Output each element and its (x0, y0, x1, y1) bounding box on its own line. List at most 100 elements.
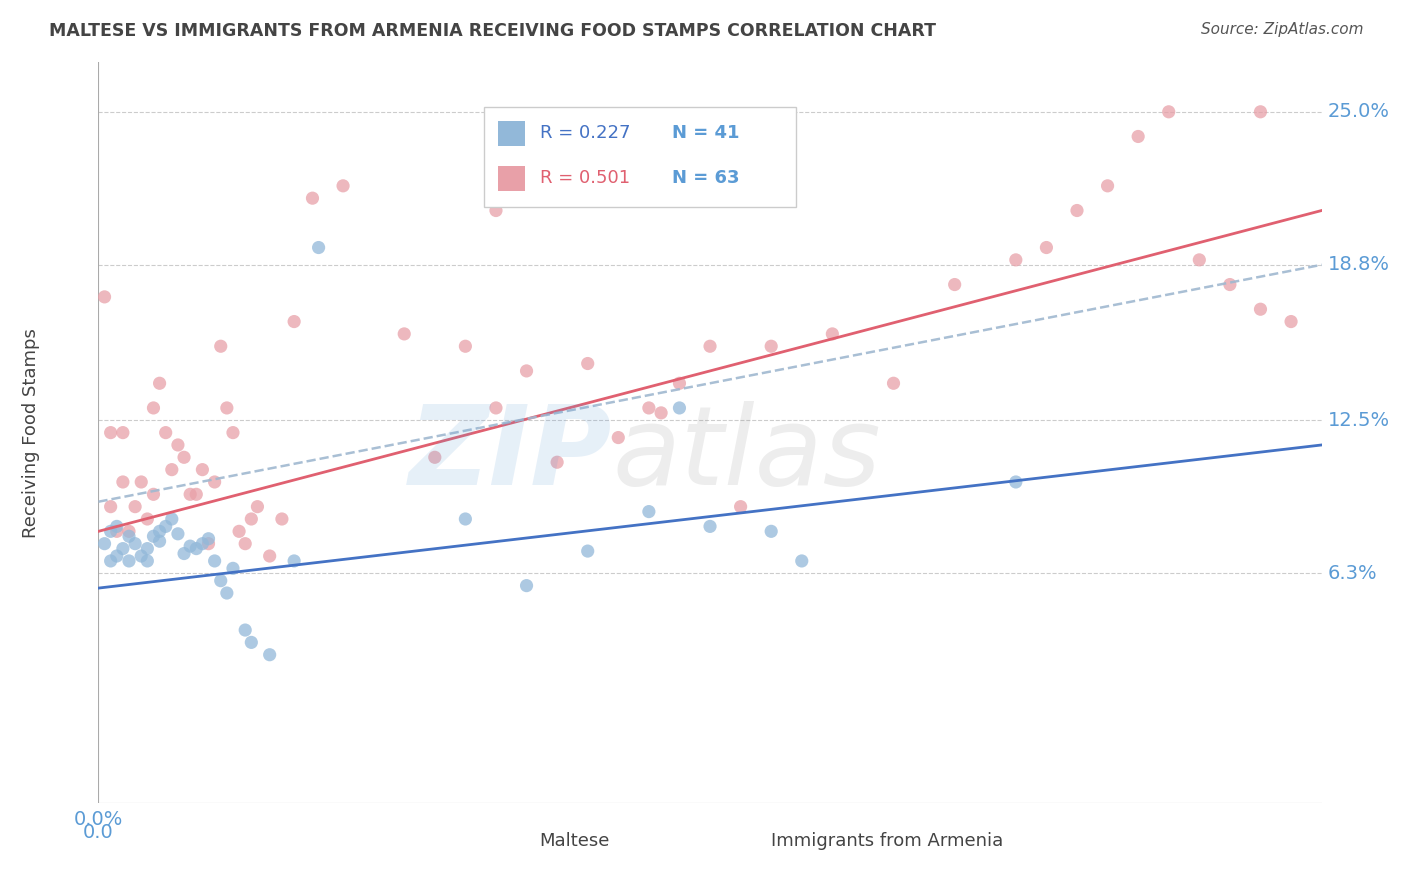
Point (1279, 315, 1302, 329)
Point (142, 487, 165, 501)
Point (179, 487, 201, 501)
Point (186, 487, 208, 501)
Point (637, 401, 661, 415)
Text: 6.3%: 6.3% (1327, 564, 1378, 582)
Point (1066, 203, 1088, 218)
Point (136, 554, 159, 568)
Point (332, 178, 354, 193)
Point (821, 326, 844, 341)
Point (191, 536, 214, 550)
Point (173, 547, 195, 561)
Point (100, 524, 122, 539)
Point (160, 512, 183, 526)
Text: atlas: atlas (612, 401, 880, 508)
Point (124, 536, 146, 550)
Point (209, 574, 232, 588)
Point (392, 326, 416, 341)
Point (259, 648, 281, 662)
Point (240, 512, 263, 526)
Point (167, 526, 190, 541)
Point (668, 376, 690, 391)
Point (179, 539, 201, 553)
Point (1128, 129, 1150, 144)
Point (197, 532, 219, 546)
Point (136, 541, 159, 556)
Text: 25.0%: 25.0% (1327, 103, 1389, 121)
Text: MALTESE VS IMMIGRANTS FROM ARMENIA RECEIVING FOOD STAMPS CORRELATION CHART: MALTESE VS IMMIGRANTS FROM ARMENIA RECEI… (49, 22, 936, 40)
Text: R = 0.227: R = 0.227 (540, 124, 630, 142)
Point (1157, 104, 1180, 119)
FancyBboxPatch shape (498, 121, 526, 145)
Point (454, 339, 477, 353)
Point (118, 529, 141, 543)
Point (105, 524, 128, 539)
Point (100, 554, 122, 568)
Point (215, 586, 238, 600)
Point (699, 339, 721, 353)
Point (111, 541, 134, 556)
FancyBboxPatch shape (484, 107, 796, 207)
Point (100, 425, 122, 440)
Point (576, 357, 599, 371)
Point (759, 524, 782, 539)
Point (93, 290, 115, 304)
Point (142, 529, 165, 543)
Text: 0.0%: 0.0% (73, 810, 124, 830)
Point (637, 505, 661, 519)
Point (111, 475, 134, 489)
Point (129, 475, 152, 489)
Point (100, 500, 122, 514)
Text: 12.5%: 12.5% (1327, 411, 1391, 430)
Point (1004, 475, 1026, 489)
Text: R = 0.501: R = 0.501 (540, 169, 630, 187)
Text: 0.0: 0.0 (83, 822, 114, 841)
Point (111, 425, 134, 440)
Text: Immigrants from Armenia: Immigrants from Armenia (772, 832, 1004, 850)
Point (149, 376, 172, 391)
Point (124, 500, 146, 514)
Point (215, 401, 238, 415)
Point (105, 519, 128, 533)
Point (1219, 277, 1241, 292)
Text: Maltese: Maltese (538, 832, 609, 850)
Point (136, 512, 159, 526)
Point (149, 524, 172, 539)
Point (142, 401, 165, 415)
Point (283, 315, 305, 329)
Point (790, 554, 813, 568)
Point (883, 376, 905, 391)
Point (155, 425, 177, 440)
Point (118, 524, 141, 539)
Point (240, 635, 263, 649)
Point (222, 561, 245, 575)
Point (283, 554, 305, 568)
Point (943, 277, 966, 292)
Text: Source: ZipAtlas.com: Source: ZipAtlas.com (1201, 22, 1364, 37)
FancyBboxPatch shape (498, 166, 526, 191)
Point (1097, 178, 1119, 193)
Point (149, 534, 172, 549)
Point (173, 450, 195, 465)
Point (576, 544, 599, 558)
Point (485, 203, 508, 218)
Point (222, 425, 245, 440)
Point (259, 549, 281, 563)
Point (191, 462, 214, 476)
Point (650, 406, 672, 420)
Point (699, 519, 721, 533)
Point (1004, 252, 1026, 267)
Point (204, 554, 226, 568)
Point (129, 549, 152, 563)
FancyBboxPatch shape (502, 830, 529, 853)
Point (233, 623, 256, 637)
Point (1249, 302, 1271, 317)
Text: N = 63: N = 63 (672, 169, 740, 187)
Point (454, 512, 477, 526)
Point (423, 450, 446, 465)
Point (186, 541, 208, 556)
Point (516, 579, 538, 593)
Point (1188, 252, 1211, 267)
Text: Receiving Food Stamps: Receiving Food Stamps (22, 327, 41, 538)
Point (228, 524, 250, 539)
Point (155, 519, 177, 533)
